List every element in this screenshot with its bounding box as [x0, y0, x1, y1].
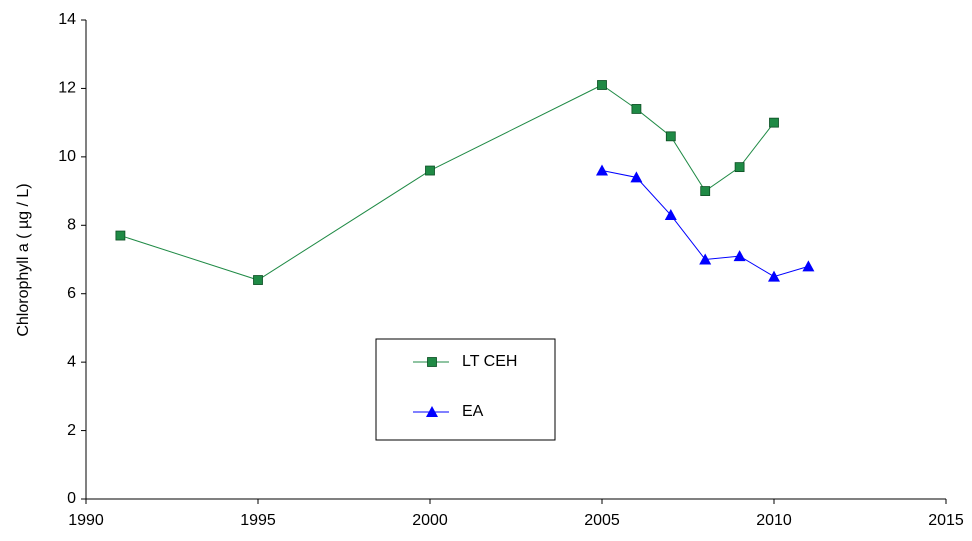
marker: [664, 209, 677, 221]
y-tick-label: 8: [67, 217, 76, 234]
y-tick-label: 10: [58, 148, 76, 165]
legend-box: [375, 338, 556, 441]
marker: [630, 171, 643, 183]
legend-label: LT CEH: [462, 353, 517, 370]
y-tick-label: 14: [58, 11, 76, 28]
marker: [597, 80, 607, 90]
marker: [769, 117, 779, 128]
marker: [734, 162, 745, 173]
series-line: [120, 84, 775, 281]
marker: [665, 131, 676, 142]
marker: [700, 186, 711, 196]
y-tick-label: 4: [67, 353, 76, 370]
marker: [631, 104, 642, 114]
marker: [427, 357, 437, 367]
marker: [768, 270, 780, 282]
y-tick-label: 0: [67, 490, 76, 507]
marker: [802, 260, 815, 272]
legend-label: EA: [462, 403, 484, 420]
marker: [115, 230, 126, 241]
y-tick-label: 6: [67, 285, 76, 302]
marker: [426, 406, 438, 417]
marker: [253, 275, 263, 285]
marker: [733, 250, 746, 262]
x-tick-label: 2010: [756, 512, 792, 529]
x-tick-label: 2005: [584, 512, 620, 529]
x-tick-label: 2000: [412, 512, 448, 529]
y-axis-label: Chlorophyll a ( µg / L): [15, 183, 32, 336]
marker: [425, 165, 435, 176]
marker: [699, 253, 712, 265]
marker: [596, 164, 608, 176]
y-tick-label: 2: [67, 422, 76, 439]
x-tick-label: 2015: [928, 512, 964, 529]
x-tick-label: 1995: [240, 512, 276, 529]
y-tick-label: 12: [58, 80, 76, 97]
x-tick-label: 1990: [68, 512, 104, 529]
